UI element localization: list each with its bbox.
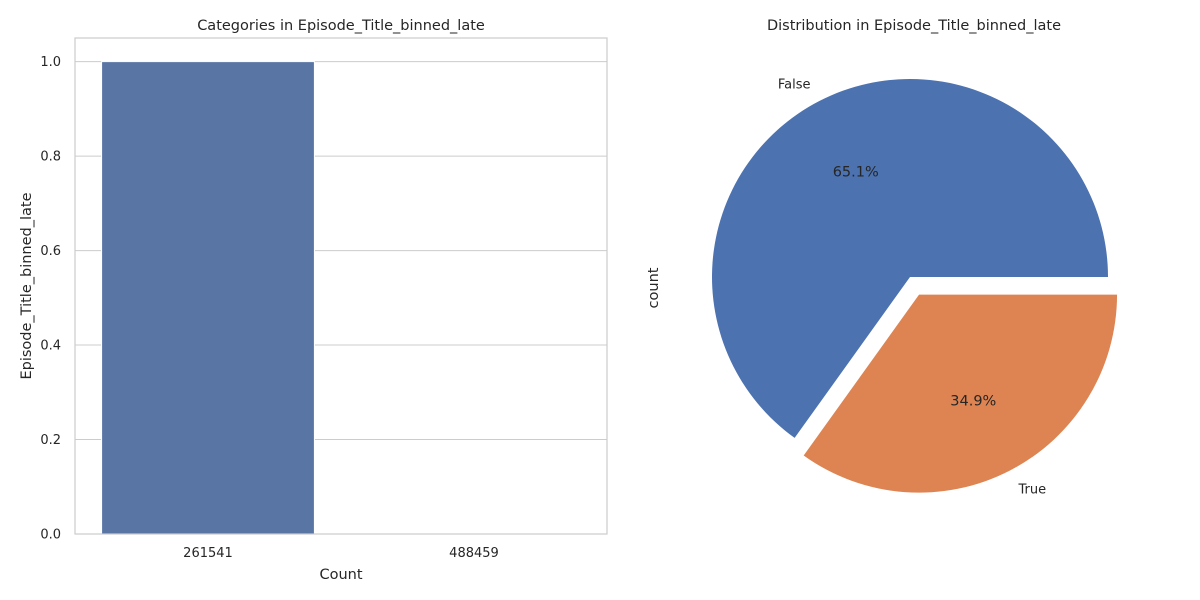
y-tick-label: 0.6 <box>40 244 61 259</box>
pie-chart-y-axis-label: count <box>646 267 662 308</box>
pie-slice <box>803 294 1118 493</box>
y-tick-label: 0.4 <box>40 339 61 354</box>
bar-chart-y-axis-label: Episode_Title_binned_late <box>19 192 35 379</box>
bar-chart-y-ticks: 0.0 0.2 0.4 0.6 0.8 1.0 <box>40 55 61 542</box>
x-tick-label: 261541 <box>183 546 233 561</box>
pie-percent-label: 65.1% <box>833 164 879 180</box>
bar-chart-x-axis-label: Count <box>319 567 362 583</box>
bar-chart-frame <box>74 37 608 535</box>
bar-chart-bars <box>101 61 315 535</box>
pie-slice-label: False <box>778 77 811 92</box>
pie-chart-slices: False 65.1% True 34.9% <box>712 77 1118 497</box>
y-tick-label: 0.8 <box>40 150 61 165</box>
pie-chart: Distribution in Episode_Title_binned_lat… <box>646 18 1118 497</box>
pie-chart-title: Distribution in Episode_Title_binned_lat… <box>767 18 1061 34</box>
y-tick-label: 0.0 <box>40 528 61 543</box>
y-tick-label: 0.2 <box>40 433 61 448</box>
pie-slice <box>712 79 1108 438</box>
bar-chart-x-ticks: 261541 488459 <box>183 546 499 561</box>
bar-chart-title: Categories in Episode_Title_binned_late <box>197 18 485 34</box>
x-tick-label: 488459 <box>449 546 499 561</box>
bar-chart: Categories in Episode_Title_binned_late … <box>19 18 608 583</box>
bar <box>101 61 315 535</box>
y-tick-label: 1.0 <box>40 55 61 70</box>
pie-percent-label: 34.9% <box>950 393 996 409</box>
pie-slice-label: True <box>1018 482 1047 497</box>
